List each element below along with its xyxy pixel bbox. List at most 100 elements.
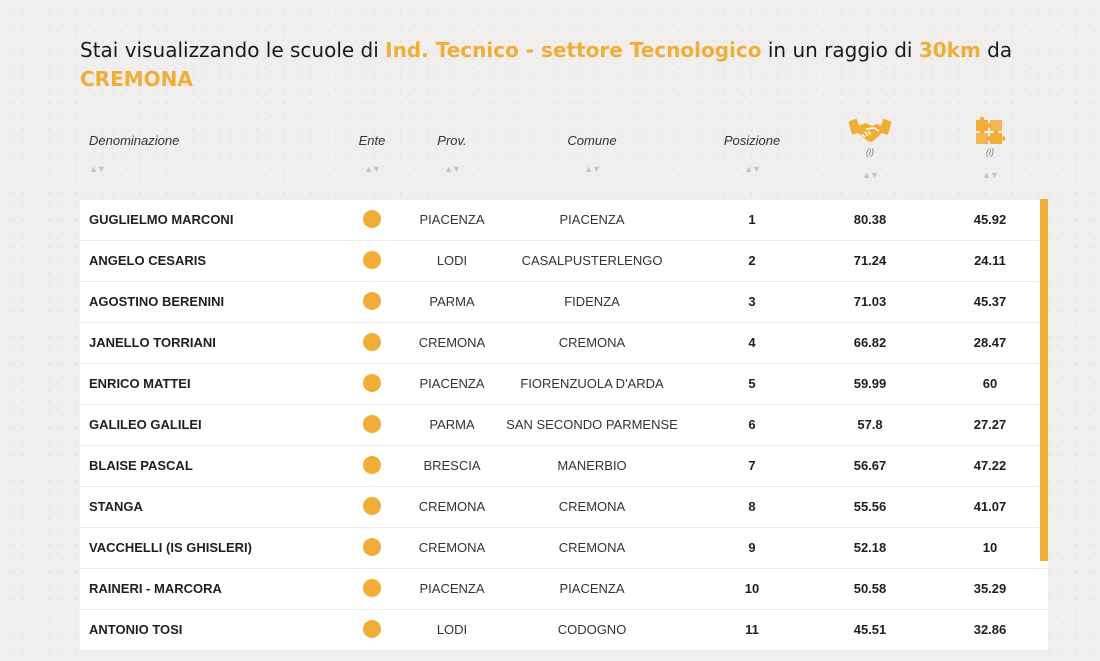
ente-dot-icon — [363, 292, 381, 311]
metric2-cell: 41.07 — [973, 499, 1007, 514]
title-radius: 30km — [918, 38, 981, 62]
ente-cell — [340, 241, 404, 281]
metric1-cell: 45.51 — [853, 622, 887, 637]
metric1-cell: 55.56 — [853, 499, 887, 514]
metric1-cell: 66.82 — [853, 335, 887, 350]
sort-prov[interactable]: ▲▼ — [444, 164, 461, 174]
ente-dot-icon — [363, 251, 381, 270]
sort-denominazione[interactable]: ▲▼ — [89, 164, 106, 174]
handshake-icon[interactable] — [820, 116, 920, 146]
comune-cell: PIACENZA — [559, 212, 625, 227]
ente-dot-icon — [363, 497, 381, 516]
table-row[interactable]: JANELLO TORRIANI CREMONA CREMONA 4 66.82… — [80, 322, 1048, 363]
metric2-cell: 24.11 — [974, 253, 1006, 268]
ente-dot-icon — [363, 538, 381, 557]
school-name[interactable]: GUGLIELMO MARCONI — [89, 212, 234, 227]
table-row[interactable]: AGOSTINO BERENINI PARMA FIDENZA 3 71.03 … — [80, 281, 1048, 322]
table-row[interactable]: GUGLIELMO MARCONI PIACENZA PIACENZA 1 80… — [80, 199, 1048, 240]
metric1-cell: 56.67 — [853, 458, 887, 473]
prov-cell: PARMA — [429, 417, 475, 432]
school-name[interactable]: ENRICO MATTEI — [89, 376, 191, 391]
comune-cell: CREMONA — [558, 540, 626, 555]
school-name[interactable]: AGOSTINO BERENINI — [89, 294, 225, 309]
school-name[interactable]: VACCHELLI (IS GHISLERI) — [89, 540, 252, 555]
ente-cell — [340, 282, 404, 322]
posizione-cell: 11 — [745, 622, 759, 637]
sort-metric2[interactable]: ▲▼ — [982, 170, 999, 180]
school-name[interactable]: ANTONIO TOSI — [89, 622, 183, 637]
puzzle-icon[interactable] — [920, 116, 1060, 146]
ente-cell — [340, 528, 404, 568]
table-row[interactable]: GALILEO GALILEI PARMA SAN SECONDO PARMEN… — [80, 404, 1048, 445]
table-row[interactable]: STANGA CREMONA CREMONA 8 55.56 41.07 — [80, 486, 1048, 527]
ente-cell — [340, 200, 404, 240]
school-name[interactable]: ANGELO CESARIS — [89, 253, 207, 268]
table-header: Denominazione Ente Prov. Comune Posizion… — [0, 110, 1100, 190]
sort-posizione[interactable]: ▲▼ — [744, 164, 761, 174]
school-name[interactable]: RAINERI - MARCORA — [89, 581, 222, 596]
table-row[interactable]: VACCHELLI (IS GHISLERI) CREMONA CREMONA … — [80, 527, 1048, 568]
prov-cell: CREMONA — [418, 540, 486, 555]
ente-cell — [340, 364, 404, 404]
posizione-cell: 2 — [748, 253, 756, 268]
comune-cell: SAN SECONDO PARMENSE — [506, 417, 678, 432]
metric1-info[interactable]: (i) — [866, 147, 874, 157]
comune-cell: CASALPUSTERLENGO — [521, 253, 663, 268]
header-posizione[interactable]: Posizione — [723, 133, 781, 148]
prov-cell: PIACENZA — [419, 376, 485, 391]
posizione-cell: 7 — [748, 458, 756, 473]
prov-cell: BRESCIA — [423, 458, 481, 473]
posizione-cell: 10 — [744, 581, 760, 596]
metric2-cell: 32.86 — [973, 622, 1007, 637]
metric1-cell: 59.99 — [853, 376, 887, 391]
table-row[interactable]: ENRICO MATTEI PIACENZA FIORENZUOLA D'ARD… — [80, 363, 1048, 404]
header-denominazione[interactable]: Denominazione — [89, 133, 180, 148]
metric1-cell: 50.58 — [853, 581, 887, 596]
prov-cell: LODI — [436, 253, 468, 268]
comune-cell: CODOGNO — [557, 622, 627, 637]
metric1-cell: 71.03 — [853, 294, 887, 309]
metric1-cell: 52.18 — [853, 540, 887, 555]
school-name[interactable]: STANGA — [89, 499, 143, 514]
ente-dot-icon — [363, 415, 381, 434]
metric1-cell: 57.8 — [857, 417, 883, 432]
ente-cell — [340, 487, 404, 527]
header-ente[interactable]: Ente — [358, 133, 386, 148]
table-row[interactable]: RAINERI - MARCORA PIACENZA PIACENZA 10 5… — [80, 568, 1048, 609]
sort-comune[interactable]: ▲▼ — [584, 164, 601, 174]
sort-ente[interactable]: ▲▼ — [364, 164, 381, 174]
posizione-cell: 6 — [748, 417, 756, 432]
table-row[interactable]: BLAISE PASCAL BRESCIA MANERBIO 7 56.67 4… — [80, 445, 1048, 486]
metric2-cell: 27.27 — [973, 417, 1007, 432]
comune-cell: PIACENZA — [559, 581, 625, 596]
ente-dot-icon — [363, 579, 381, 598]
comune-cell: CREMONA — [558, 335, 626, 350]
metric2-cell: 10 — [982, 540, 998, 555]
ente-dot-icon — [363, 620, 381, 639]
prov-cell: PIACENZA — [419, 212, 485, 227]
posizione-cell: 1 — [748, 212, 756, 227]
title-prefix: Stai visualizzando le scuole di — [80, 38, 386, 62]
metric2-cell: 60 — [982, 376, 998, 391]
school-name[interactable]: BLAISE PASCAL — [89, 458, 193, 473]
school-name[interactable]: JANELLO TORRIANI — [89, 335, 216, 350]
header-comune[interactable]: Comune — [567, 133, 617, 148]
metric2-info[interactable]: (i) — [986, 147, 994, 157]
table-row[interactable]: ANTONIO TOSI LODI CODOGNO 11 45.51 32.86 — [80, 609, 1048, 650]
header-prov[interactable]: Prov. — [437, 133, 467, 148]
metric1-cell: 80.38 — [853, 212, 887, 227]
comune-cell: FIORENZUOLA D'ARDA — [520, 376, 664, 391]
metric2-cell: 45.92 — [973, 212, 1007, 227]
title-school-type: Ind. Tecnico - settore Tecnologico — [385, 38, 762, 62]
prov-cell: LODI — [436, 622, 468, 637]
ente-cell — [340, 323, 404, 363]
page-title: Stai visualizzando le scuole di Ind. Tec… — [80, 36, 1040, 94]
ente-dot-icon — [363, 333, 381, 352]
sort-metric1[interactable]: ▲▼ — [862, 170, 879, 180]
school-name[interactable]: GALILEO GALILEI — [89, 417, 202, 432]
prov-cell: CREMONA — [418, 335, 486, 350]
table-row[interactable]: ANGELO CESARIS LODI CASALPUSTERLENGO 2 7… — [80, 240, 1048, 281]
metric2-cell: 45.37 — [973, 294, 1007, 309]
scrollbar[interactable] — [1040, 199, 1048, 561]
ente-cell — [340, 569, 404, 609]
